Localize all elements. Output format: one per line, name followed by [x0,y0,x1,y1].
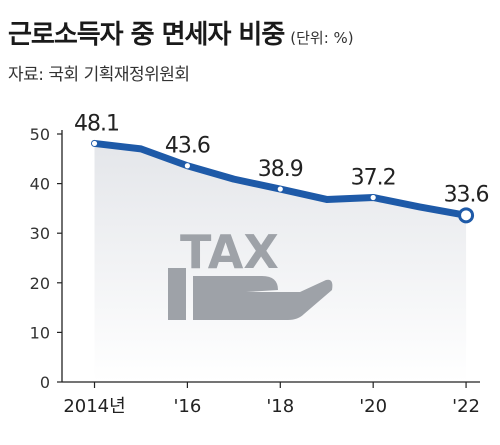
x-tick-label: '16 [173,396,201,417]
y-tick-label: 50 [30,125,50,144]
hand-shape [193,276,333,320]
y-tick-label: 30 [30,224,50,243]
area-fill [94,143,467,382]
tax-hand-icon: TAX [168,225,333,320]
data-point [91,140,98,147]
unit-label: (단위: %) [290,29,354,47]
data-label: 48.1 [74,111,119,136]
source-note: 자료: 국회 기획재정위원회 [8,65,190,85]
y-tick-label: 20 [30,274,50,293]
cuff-shape [168,268,186,320]
data-point [277,186,283,192]
data-label: 38.9 [258,157,303,182]
tax-sign-text: TAX [180,225,279,279]
x-tick-label: 2014년 [63,396,125,417]
data-label: 33.6 [444,182,489,207]
x-tick-label: '20 [359,396,387,417]
data-label: 43.6 [165,134,210,159]
data-label: 37.2 [351,165,396,190]
data-point [184,163,190,169]
data-point [370,194,376,201]
y-tick-label: 0 [40,373,50,392]
x-tick-label: '22 [452,396,480,417]
y-tick-label: 40 [30,175,50,194]
data-point [458,207,475,224]
chart-header: 근로소득자 중 면세자 비중 (단위: %) [8,14,354,51]
y-tick-label: 10 [30,323,50,342]
chart-title: 근로소득자 중 면세자 비중 [8,20,285,50]
x-tick-label: '18 [266,396,294,417]
